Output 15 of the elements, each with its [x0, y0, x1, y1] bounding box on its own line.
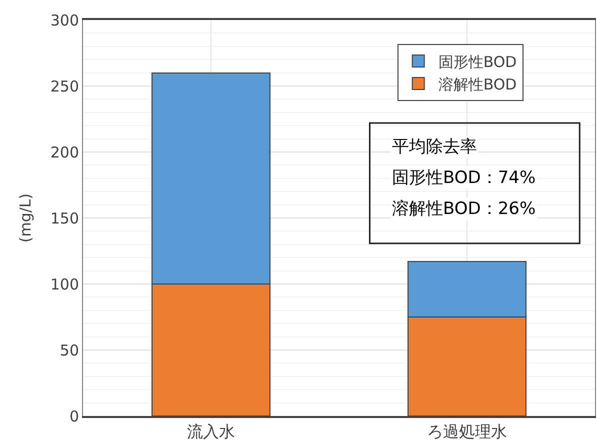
- x-tick-label: 流入水: [187, 422, 235, 441]
- legend-label: 溶解性BOD: [438, 75, 517, 94]
- y-axis-title: (mg/L): [16, 193, 35, 243]
- annotation: 溶解性BOD：26%: [392, 199, 536, 219]
- y-tick-label: 250: [50, 77, 79, 96]
- y-tick-label: 0: [69, 407, 79, 426]
- x-tick-label: ろ過処理水: [427, 422, 507, 441]
- y-tick-label: 150: [50, 209, 79, 228]
- y-tick-label: 100: [50, 275, 79, 294]
- legend-label: 固形性BOD: [438, 52, 517, 71]
- y-tick-label: 50: [60, 341, 79, 360]
- y-tick-label: 200: [50, 143, 79, 162]
- y-tick-label: 300: [50, 11, 79, 30]
- annotation: 平均除去率: [392, 137, 477, 157]
- annotation: 固形性BOD：74%: [392, 168, 536, 188]
